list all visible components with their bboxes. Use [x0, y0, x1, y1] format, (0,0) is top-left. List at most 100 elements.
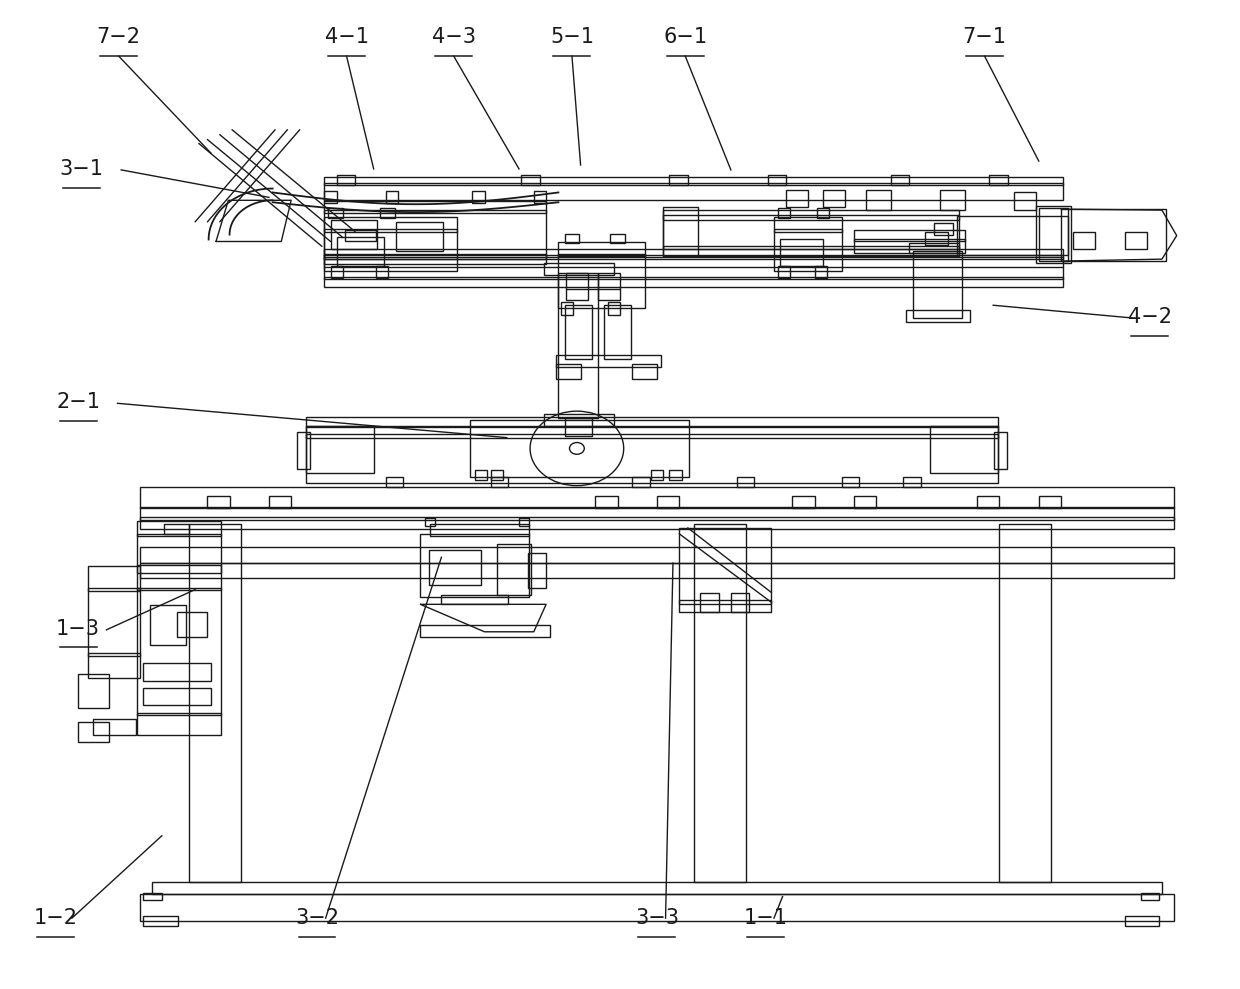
Bar [842, 477, 859, 487]
Text: 4−3: 4−3 [432, 28, 476, 47]
Bar [140, 894, 1174, 921]
Bar [472, 192, 485, 204]
Bar [207, 496, 229, 508]
Text: 7−2: 7−2 [97, 28, 140, 47]
Bar [608, 303, 620, 315]
Bar [470, 420, 689, 477]
Bar [632, 477, 650, 487]
Bar [88, 654, 140, 677]
Bar [188, 524, 241, 882]
Bar [306, 417, 998, 427]
Bar [325, 192, 337, 204]
Bar [543, 414, 614, 426]
Bar [306, 426, 373, 473]
Bar [663, 210, 959, 220]
Bar [1061, 209, 1166, 261]
Bar [768, 175, 786, 185]
Bar [774, 228, 842, 271]
Bar [934, 223, 952, 234]
Bar [909, 243, 959, 253]
Bar [977, 496, 999, 508]
Bar [564, 418, 591, 436]
Bar [420, 625, 549, 637]
Bar [892, 175, 909, 185]
Bar [475, 470, 487, 480]
Bar [564, 306, 591, 359]
Bar [88, 587, 140, 657]
Bar [441, 594, 508, 604]
Bar [331, 266, 343, 278]
Text: 3−2: 3−2 [295, 908, 339, 928]
Bar [565, 273, 588, 301]
Bar [823, 190, 846, 207]
Bar [1125, 916, 1159, 926]
Bar [663, 215, 959, 249]
Bar [138, 713, 221, 735]
Bar [604, 306, 631, 359]
Bar [694, 524, 745, 882]
Bar [925, 231, 947, 245]
Text: 5−1: 5−1 [551, 28, 594, 47]
Bar [306, 434, 998, 483]
Bar [670, 470, 682, 480]
Text: 4−2: 4−2 [1127, 307, 1172, 326]
Bar [325, 183, 1064, 201]
Bar [903, 477, 920, 487]
Bar [657, 496, 680, 508]
Bar [269, 496, 291, 508]
Bar [153, 882, 1162, 894]
Bar [144, 893, 161, 901]
Bar [325, 217, 458, 231]
Bar [420, 534, 528, 597]
Bar [543, 263, 614, 275]
Bar [564, 233, 579, 243]
Bar [376, 266, 388, 278]
Bar [854, 229, 965, 241]
Bar [957, 216, 1069, 255]
Text: 1−3: 1−3 [56, 619, 100, 639]
Bar [701, 592, 718, 612]
Bar [497, 544, 531, 594]
Bar [306, 426, 998, 437]
Text: 3−3: 3−3 [635, 908, 680, 928]
Text: 6−1: 6−1 [663, 28, 707, 47]
Bar [817, 208, 830, 218]
Bar [556, 364, 580, 379]
Bar [1014, 193, 1037, 210]
Bar [940, 191, 965, 210]
Text: 7−1: 7−1 [962, 28, 1007, 47]
Bar [528, 553, 546, 587]
Bar [93, 719, 136, 735]
Text: 3−1: 3−1 [60, 158, 104, 179]
Bar [556, 355, 661, 367]
Bar [138, 521, 221, 536]
Bar [396, 222, 443, 251]
Bar [386, 192, 398, 204]
Bar [520, 518, 528, 526]
Bar [680, 528, 771, 604]
Bar [1125, 231, 1147, 249]
Bar [560, 303, 573, 315]
Bar [786, 190, 808, 207]
Bar [730, 592, 749, 612]
Bar [325, 257, 1064, 279]
Bar [867, 191, 892, 210]
Bar [164, 524, 188, 534]
Bar [1074, 231, 1095, 249]
Bar [325, 177, 1064, 185]
Bar [522, 175, 539, 185]
Text: 4−1: 4−1 [325, 28, 368, 47]
Bar [325, 277, 1064, 287]
Bar [430, 524, 528, 536]
Bar [913, 251, 962, 318]
Bar [491, 470, 503, 480]
Bar [792, 496, 815, 508]
Bar [298, 432, 310, 469]
Bar [663, 207, 698, 256]
Bar [325, 210, 546, 259]
Bar [1141, 893, 1159, 901]
Text: 1−2: 1−2 [33, 908, 78, 928]
Bar [777, 208, 790, 218]
Bar [140, 548, 1174, 563]
Bar [854, 238, 965, 253]
